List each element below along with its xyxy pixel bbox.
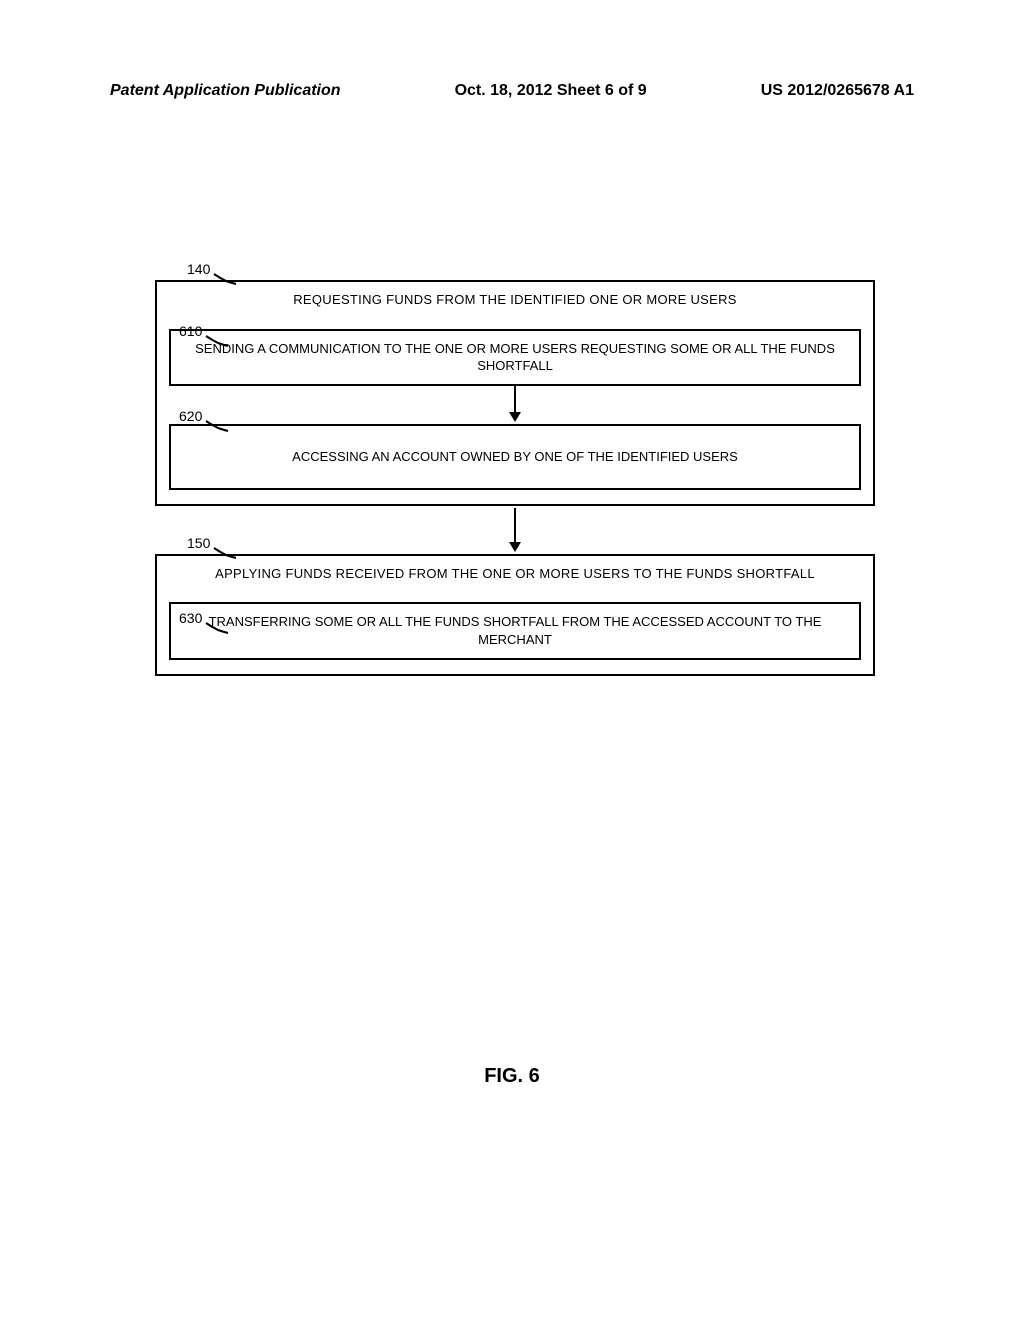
box-140-title: REQUESTING FUNDS FROM THE IDENTIFIED ONE… [169,292,861,309]
header-right: US 2012/0265678 A1 [761,82,914,100]
label-620: 620 [179,408,202,424]
figure-label: FIG. 6 [0,1065,1024,1088]
box-150: 150 APPLYING FUNDS RECEIVED FROM THE ONE… [155,554,875,676]
box-630: TRANSFERRING SOME OR ALL THE FUNDS SHORT… [169,602,861,659]
box-620: ACCESSING AN ACCOUNT OWNED BY ONE OF THE… [169,424,861,490]
arrow-head-2 [509,542,521,552]
header-left: Patent Application Publication [110,82,341,100]
label-140: 140 [187,261,210,277]
box-150-title: APPLYING FUNDS RECEIVED FROM THE ONE OR … [169,566,861,583]
page-header: Patent Application Publication Oct. 18, … [0,82,1024,100]
arrow-line-2 [514,508,516,542]
connector-140-150 [155,510,875,554]
arrow-head-1 [509,412,521,422]
arrow-610-to-620 [514,386,516,412]
label-150: 150 [187,535,210,551]
tick-140 [212,272,238,286]
box-610: SENDING A COMMUNICATION TO THE ONE OR MO… [169,329,861,386]
header-center: Oct. 18, 2012 Sheet 6 of 9 [455,82,647,100]
box-140: 140 REQUESTING FUNDS FROM THE IDENTIFIED… [155,280,875,506]
flowchart-diagram: 140 REQUESTING FUNDS FROM THE IDENTIFIED… [155,280,875,680]
tick-150 [212,546,238,560]
